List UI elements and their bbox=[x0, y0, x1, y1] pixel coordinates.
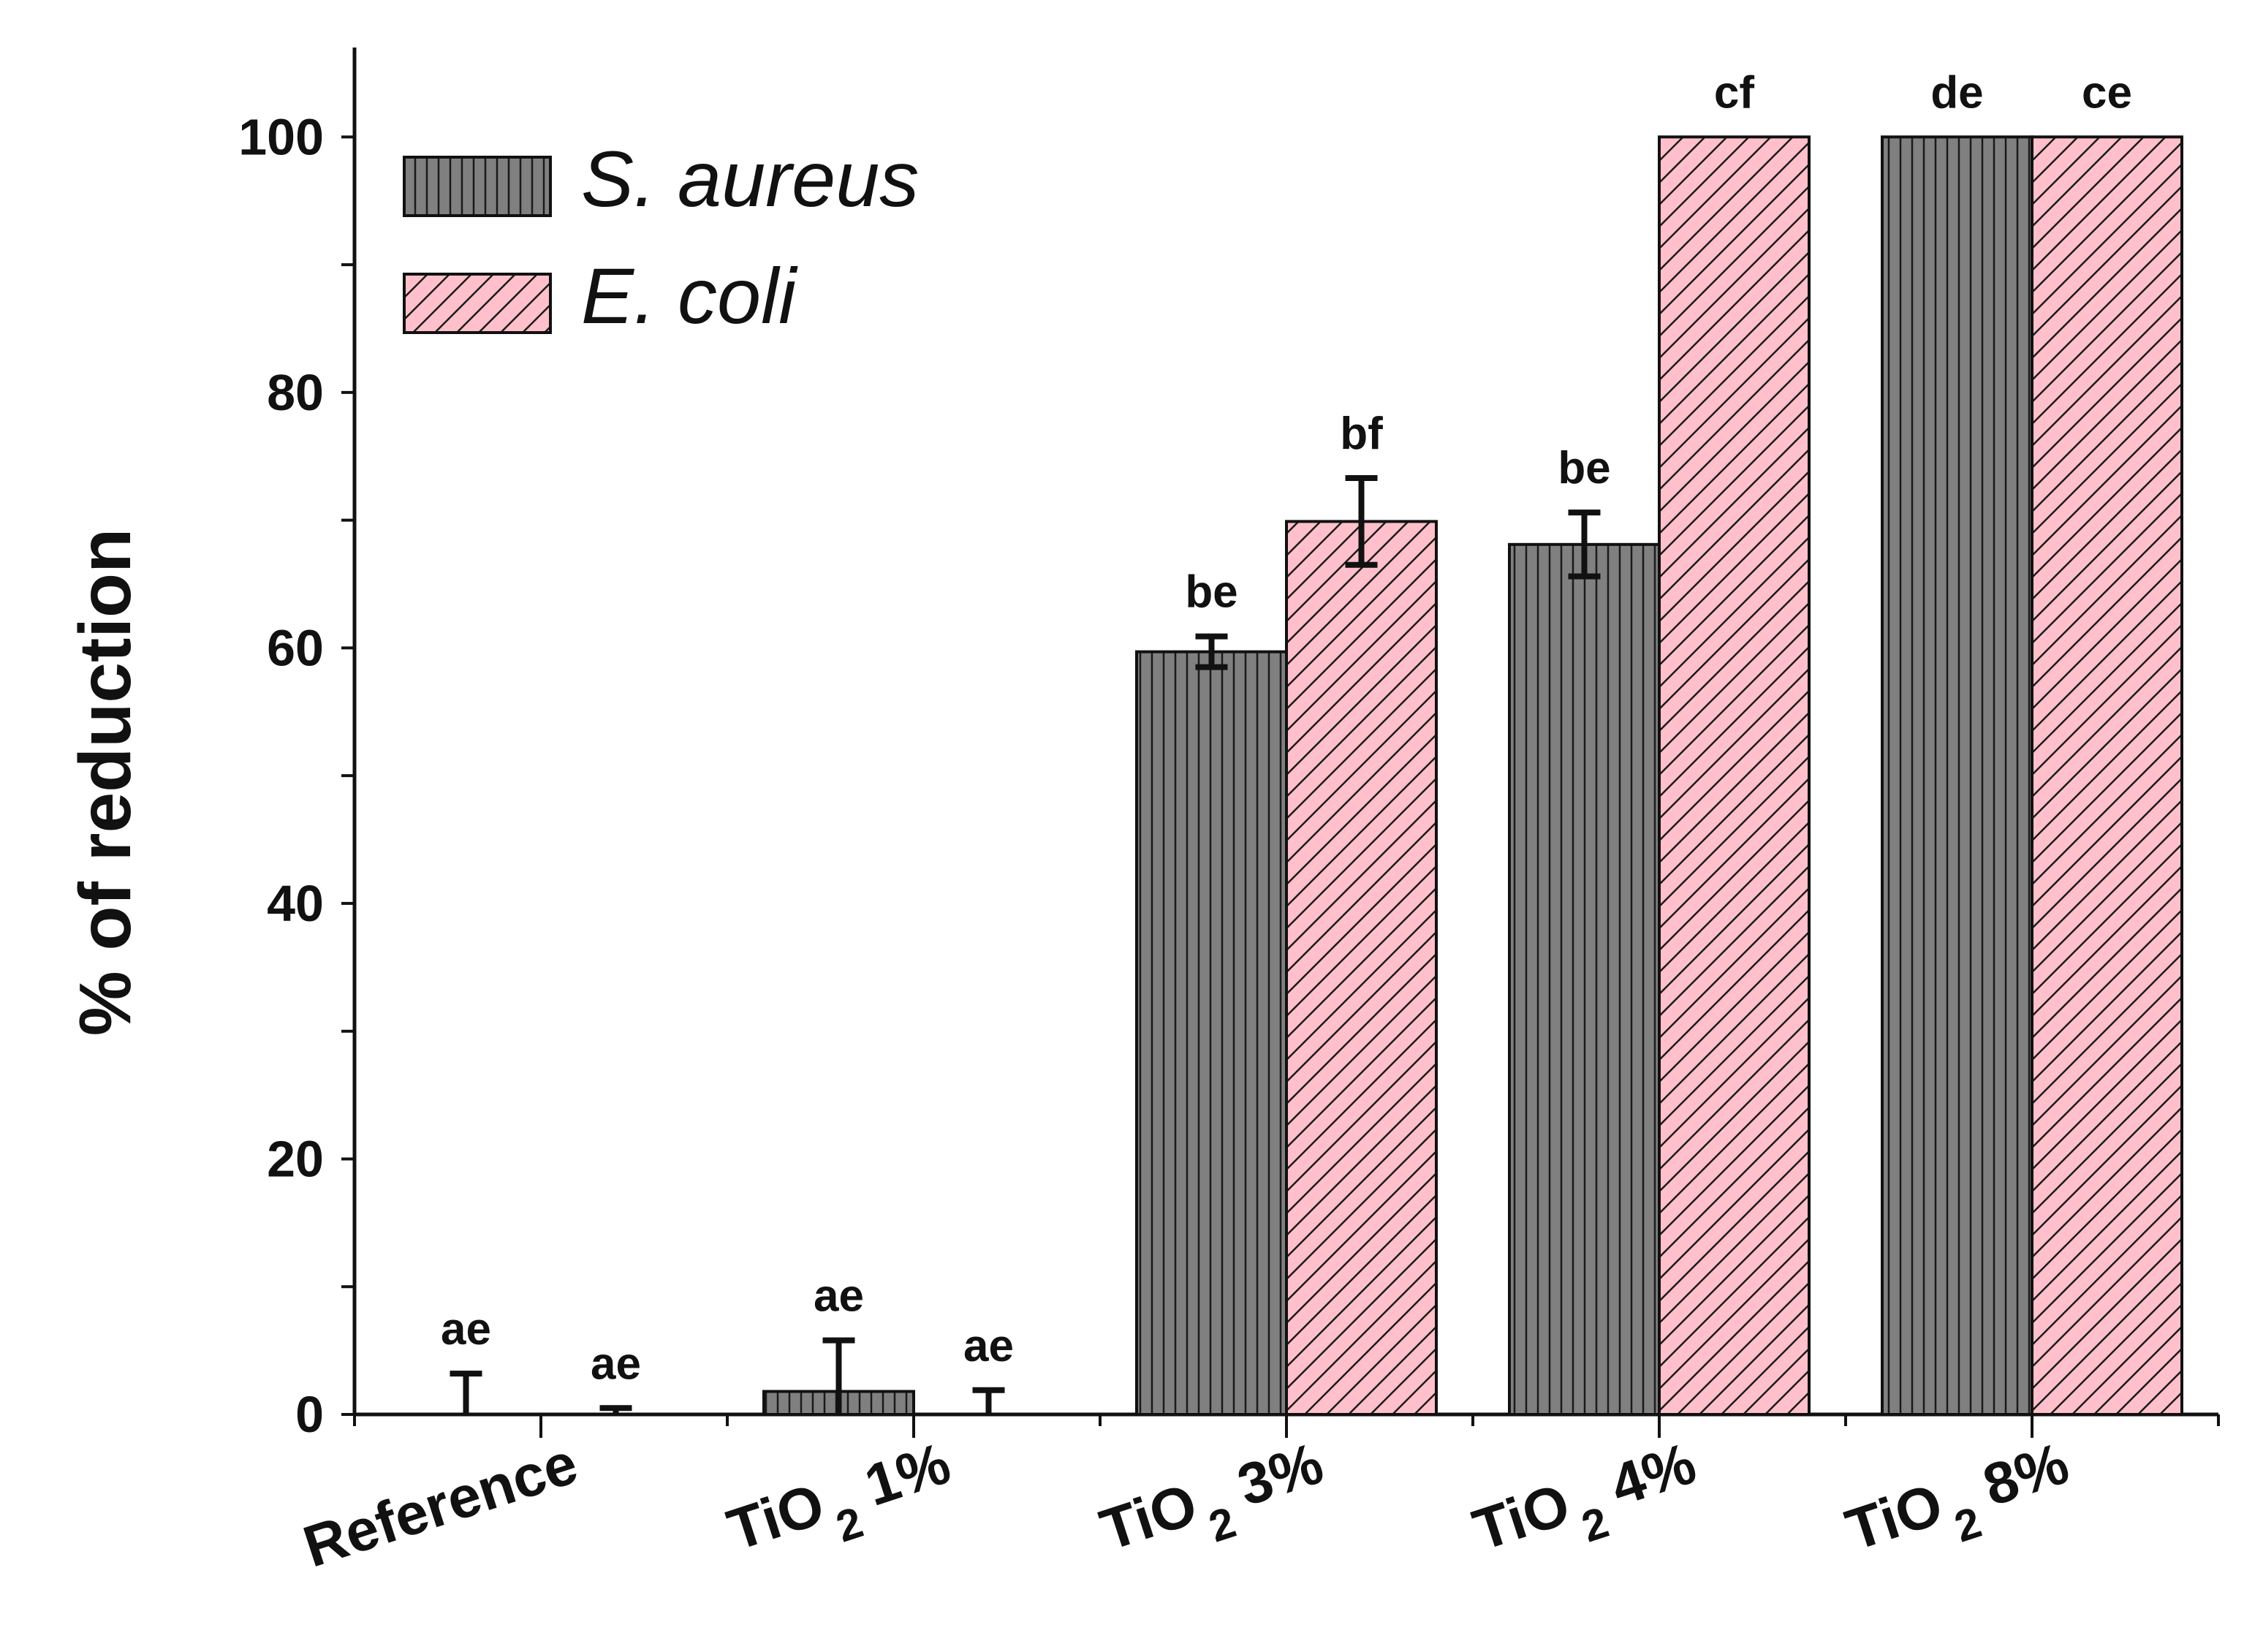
y-tick-label: 100 bbox=[238, 108, 324, 165]
legend-label-e-coli: E. coli bbox=[581, 251, 798, 340]
significance-label: ae bbox=[814, 1271, 864, 1322]
y-tick-label: 60 bbox=[267, 619, 324, 676]
bar-s-aureus bbox=[1508, 542, 1661, 1417]
legend-swatch-e-coli bbox=[403, 273, 552, 334]
significance-label: ce bbox=[2082, 67, 2132, 118]
bar-e-coli bbox=[1658, 135, 1811, 1417]
category-label: TiO2 4% bbox=[1466, 1431, 1710, 1583]
y-tick-label: 20 bbox=[267, 1130, 324, 1187]
category-label: TiO2 1% bbox=[720, 1431, 964, 1583]
significance-label: be bbox=[1185, 567, 1237, 618]
significance-label: cf bbox=[1714, 67, 1754, 118]
y-tick-label: 80 bbox=[267, 364, 324, 421]
bar-e-coli bbox=[1285, 520, 1438, 1416]
bar-e-coli bbox=[2031, 135, 2183, 1417]
legend-swatch-s-aureus bbox=[403, 156, 552, 217]
y-axis-title: % of reduction bbox=[64, 528, 146, 1036]
category-label: TiO2 3% bbox=[1093, 1431, 1337, 1583]
legend: S. aureus E. coli bbox=[403, 134, 919, 340]
y-tick-label: 40 bbox=[267, 875, 324, 932]
bar-s-aureus bbox=[1881, 135, 2033, 1417]
y-tick-label: 0 bbox=[295, 1386, 324, 1443]
significance-label: be bbox=[1558, 443, 1610, 493]
significance-label: de bbox=[1930, 67, 1983, 118]
significance-label: ae bbox=[441, 1304, 491, 1354]
significance-label: ae bbox=[591, 1338, 641, 1389]
category-label: TiO2 8% bbox=[1838, 1431, 2082, 1583]
legend-label-s-aureus: S. aureus bbox=[581, 134, 919, 223]
category-label: Reference bbox=[296, 1431, 585, 1580]
significance-label: bf bbox=[1340, 409, 1383, 459]
bar-s-aureus bbox=[1135, 650, 1288, 1416]
significance-label: ae bbox=[963, 1321, 1014, 1371]
